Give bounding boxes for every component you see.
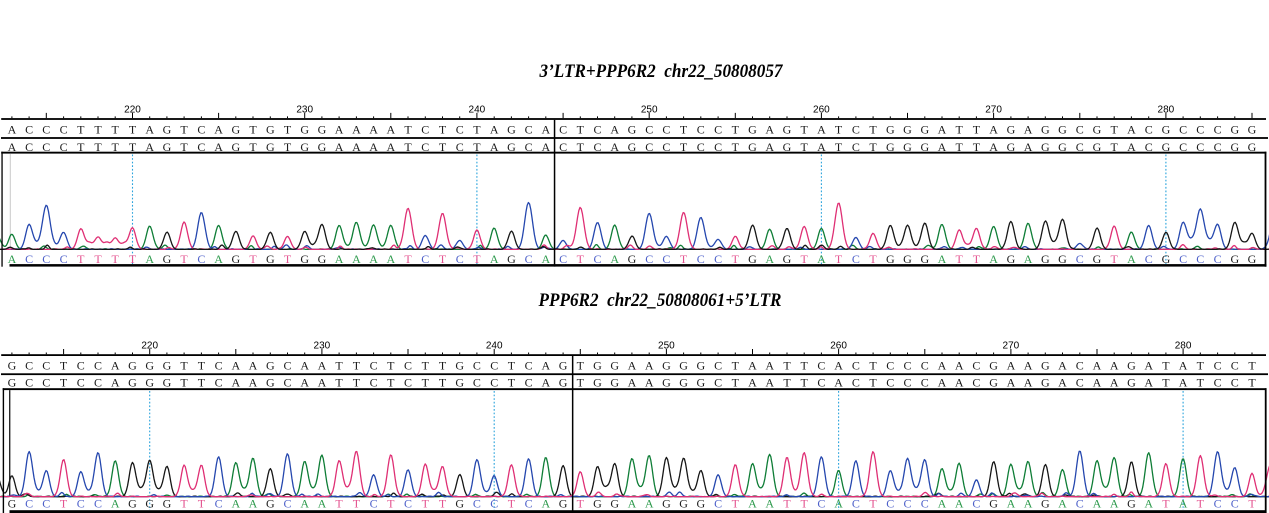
svg-text:PPP6R2 chr22_50808061+5’LTR: PPP6R2 chr22_50808061+5’LTR bbox=[538, 291, 782, 311]
svg-text:250: 250 bbox=[658, 340, 675, 351]
svg-text:260: 260 bbox=[813, 104, 830, 115]
svg-text:260: 260 bbox=[830, 340, 847, 351]
svg-text:220: 220 bbox=[124, 104, 141, 115]
svg-text:GCCTCCAGGGTTCAAGCAATTCTCTTGCCT: GCCTCCAGGGTTCAAGCAATTCTCTTGCCTCAGTGGAAGG… bbox=[8, 376, 1257, 390]
svg-text:230: 230 bbox=[314, 340, 331, 351]
svg-text:270: 270 bbox=[1003, 340, 1020, 351]
svg-text:GCCTCCAGGGTTCAAGCAATTCTCTTGCCT: GCCTCCAGGGTTCAAGCAATTCTCTTGCCTCAGTGGAAGG… bbox=[8, 358, 1257, 372]
svg-text:250: 250 bbox=[641, 104, 658, 115]
svg-text:280: 280 bbox=[1158, 104, 1175, 115]
svg-text:280: 280 bbox=[1175, 340, 1192, 351]
svg-text:230: 230 bbox=[296, 104, 313, 115]
svg-text:ACCCTTTTAGTCAGTGTGGAAAATCTCTAG: ACCCTTTTAGTCAGTGTGGAAAATCTCTAGCACTCAGCCT… bbox=[8, 140, 1257, 154]
svg-text:240: 240 bbox=[469, 104, 486, 115]
svg-text:220: 220 bbox=[141, 340, 158, 351]
svg-text:ACCCTTTTAGTCAGTGTGGAAAATCTCTAG: ACCCTTTTAGTCAGTGTGGAAAATCTCTAGCACTCAGCCT… bbox=[8, 122, 1257, 136]
svg-text:3’LTR+PPP6R2 chr22_50808057: 3’LTR+PPP6R2 chr22_50808057 bbox=[539, 62, 784, 82]
svg-text:270: 270 bbox=[985, 104, 1002, 115]
svg-text:240: 240 bbox=[486, 340, 503, 351]
